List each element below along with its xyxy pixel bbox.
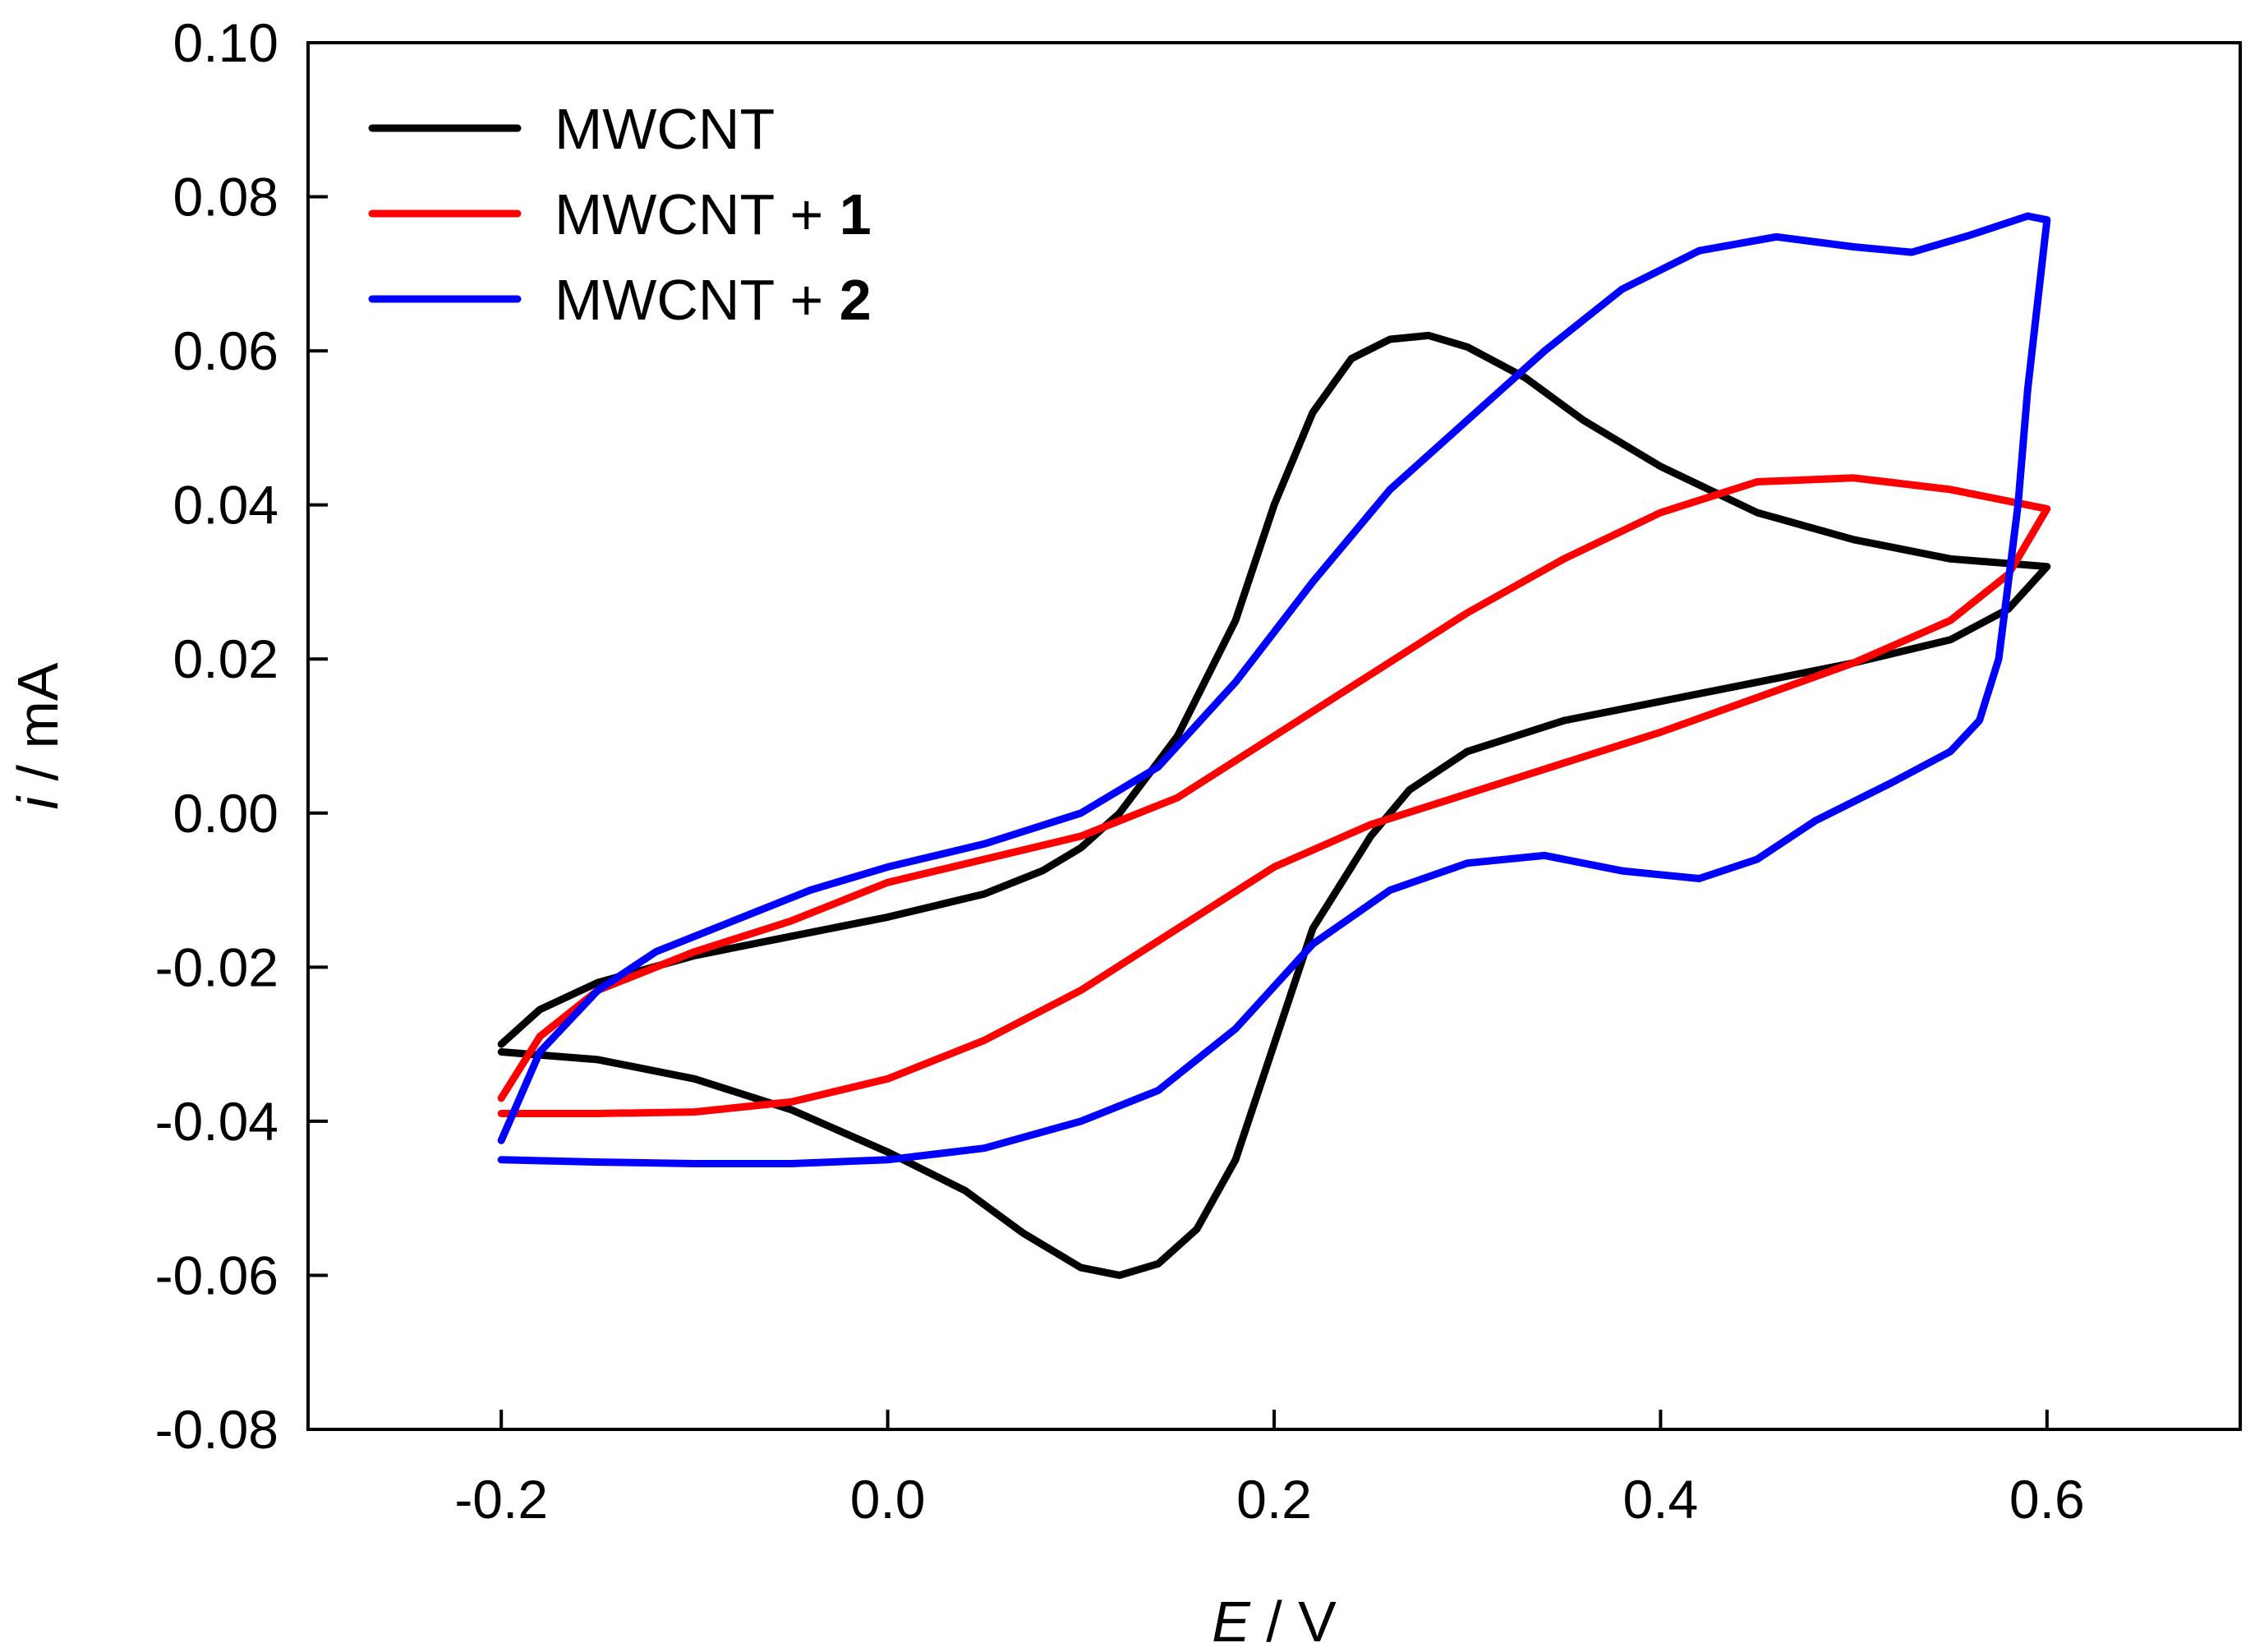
series-3-curve: [497, 212, 2051, 1167]
x-tick-label: 0.0: [850, 1469, 926, 1530]
y-tick-label: 0.02: [173, 628, 278, 689]
x-tick-label: 0.6: [2009, 1469, 2085, 1530]
y-tick-label: -0.04: [155, 1091, 278, 1152]
x-axis-title: E / V: [1212, 1590, 1337, 1652]
y-tick-label: -0.06: [155, 1245, 278, 1305]
legend-label-3: MWCNT + 2: [555, 268, 872, 332]
legend-label-1: MWCNT: [555, 97, 775, 161]
y-tick-label: 0.00: [173, 783, 278, 844]
axis-tick-labels: -0.2 0.0 0.2 0.4 0.6 -0.08 -0.06 -0.04 -0.02 0.00…: [155, 12, 2085, 1530]
series-curves: [497, 212, 2051, 1279]
x-tick-label: 0.2: [1236, 1469, 1312, 1530]
y-axis-title: i / mA: [6, 662, 70, 809]
y-tick-label: 0.04: [173, 475, 278, 536]
legend-label-2: MWCNT + 1: [555, 182, 872, 246]
x-tick-label: -0.2: [454, 1469, 548, 1530]
series-1-curve: [497, 331, 2051, 1279]
y-tick-label: 0.10: [173, 12, 278, 73]
x-tick-label: 0.4: [1623, 1469, 1699, 1530]
y-tick-label: -0.02: [155, 936, 278, 997]
legend: MWCNT MWCNT + 1 MWCNT + 2: [368, 97, 872, 332]
y-tick-label: 0.06: [173, 320, 278, 381]
y-tick-label: -0.08: [155, 1399, 278, 1460]
plot-frame: [306, 41, 2242, 1431]
series-2-curve: [497, 474, 2051, 1117]
y-tick-label: 0.08: [173, 167, 278, 228]
